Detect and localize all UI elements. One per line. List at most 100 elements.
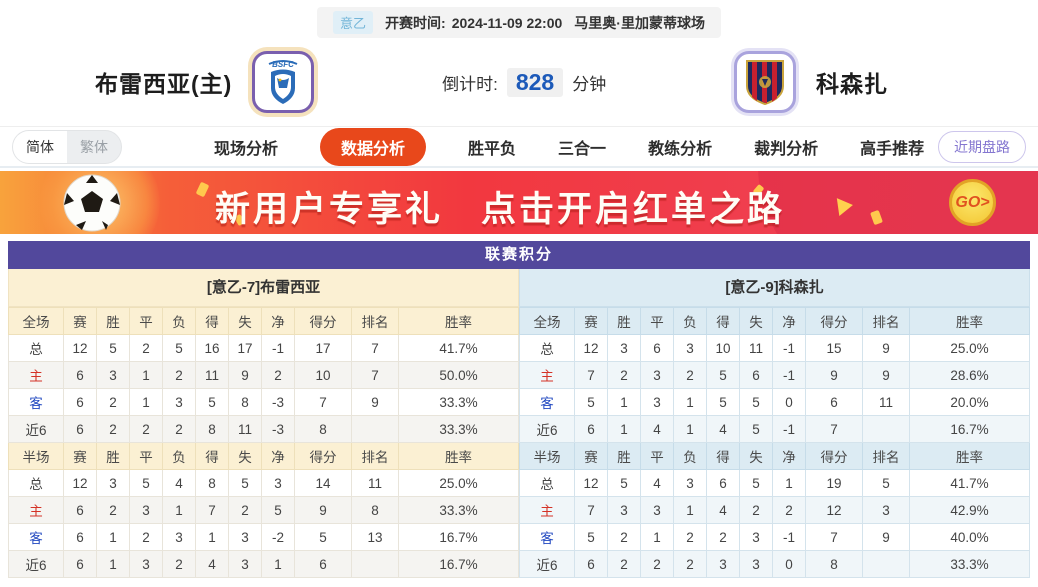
stat-cell: 6 [640, 334, 674, 362]
column-header: 赛 [63, 307, 97, 335]
stat-cell: 5 [129, 469, 163, 497]
stat-cell: 1 [96, 550, 130, 578]
stat-cell: 2 [772, 496, 806, 524]
column-header: 得 [706, 307, 740, 335]
column-header-row: 全场赛胜平负得失净得分 排名 胜率 [519, 307, 1030, 335]
stat-cell: 7 [351, 334, 399, 362]
banner-curve-decoration [758, 171, 1038, 234]
countdown: 倒计时: 828 分钟 [314, 67, 734, 97]
stat-cell: 28.6% [909, 361, 1030, 389]
stat-cell: 9 [351, 388, 399, 416]
stat-cell: 3 [96, 469, 130, 497]
kickoff-time: 2024-11-09 22:00 [451, 14, 563, 31]
stat-cell: 40.0% [909, 523, 1030, 551]
stat-cell: 16 [195, 334, 229, 362]
column-header: 净 [772, 442, 806, 470]
stat-cell: 2 [96, 388, 130, 416]
home-crest-icon: BSFC [268, 60, 298, 104]
stats-row: 客 6 1 2 3 1 3 -2 5 13 16.7% [8, 523, 519, 551]
tab-expert-picks[interactable]: 高手推荐 [860, 140, 925, 158]
stat-cell: 33.3% [398, 388, 519, 416]
stats-row: 近6 6 2 2 2 3 3 0 8 33.3% [519, 550, 1030, 578]
language-toggle: 简体 繁体 [12, 129, 122, 164]
stat-cell: 2 [162, 550, 196, 578]
column-header: 平 [640, 307, 674, 335]
stats-row: 客 6 2 1 3 5 8 -3 7 9 33.3% [8, 388, 519, 416]
stat-cell: 6 [63, 550, 97, 578]
tab-coach-analysis[interactable]: 教练分析 [648, 140, 713, 158]
column-header: 得 [195, 442, 229, 470]
row-label: 近6 [8, 415, 64, 443]
stat-cell: 1 [772, 469, 806, 497]
league-points-section: 联赛积分 [意乙-7]布雷西亚 全场赛胜平负得失净得分 排名 胜率总 12 5 2 5 16 1… [8, 241, 1030, 578]
stat-cell: -3 [261, 388, 295, 416]
stat-cell: 5 [228, 469, 262, 497]
tab-live-analysis[interactable]: 现场分析 [214, 140, 279, 158]
stat-cell: 3 [607, 334, 641, 362]
nav-tabs: 现场分析 数据分析 胜平负 三合一 教练分析 裁判分析 高手推荐 [214, 127, 925, 166]
stat-cell: 5 [162, 334, 196, 362]
recent-trends-button[interactable]: 近期盘路 [938, 130, 1026, 163]
stat-cell: 5 [706, 388, 740, 416]
stat-cell: 25.0% [398, 469, 519, 497]
tab-win-draw-lose[interactable]: 胜平负 [468, 140, 517, 158]
lang-simplified-button[interactable]: 简体 [13, 130, 67, 163]
stat-cell: 1 [673, 388, 707, 416]
column-header: 胜率 [398, 442, 519, 470]
stat-cell: 12 [574, 334, 608, 362]
stat-cell: 9 [805, 361, 863, 389]
column-header: 失 [228, 307, 262, 335]
stat-cell: 0 [772, 550, 806, 578]
stat-cell: 7 [805, 523, 863, 551]
column-header: 得分 [294, 442, 352, 470]
stat-cell: 12 [63, 469, 97, 497]
lang-traditional-button[interactable]: 繁体 [80, 138, 108, 155]
stat-cell: 6 [294, 550, 352, 578]
stat-cell: 10 [294, 361, 352, 389]
stats-row: 主 7 2 3 2 5 6 -1 9 9 28.6% [519, 361, 1030, 389]
stat-cell: 3 [739, 550, 773, 578]
stat-cell: 4 [706, 415, 740, 443]
stat-cell: 6 [63, 388, 97, 416]
tab-data-analysis[interactable]: 数据分析 [320, 127, 427, 166]
stat-cell: 7 [351, 361, 399, 389]
promo-banner[interactable]: 新用户专享礼 点击开启红单之路 GO> [0, 171, 1038, 234]
column-header-row: 半场赛胜平负得失净得分 排名 胜率 [8, 442, 519, 470]
banner-text: 新用户专享礼 点击开启红单之路 [215, 190, 786, 229]
stat-cell: 1 [673, 496, 707, 524]
tab-referee-analysis[interactable]: 裁判分析 [754, 140, 819, 158]
column-header: 半场 [8, 442, 64, 470]
column-header: 全场 [519, 307, 575, 335]
stat-cell: 5 [574, 388, 608, 416]
stat-cell: 5 [261, 496, 295, 524]
stat-cell: 8 [351, 496, 399, 524]
stat-cell: 2 [739, 496, 773, 524]
row-label: 客 [519, 388, 575, 416]
stat-cell: 8 [294, 415, 352, 443]
away-team-logo [734, 51, 796, 113]
stat-cell: 1 [96, 523, 130, 551]
stat-cell: 7 [805, 415, 863, 443]
tab-three-in-one[interactable]: 三合一 [558, 140, 607, 158]
go-button[interactable]: GO> [949, 179, 996, 226]
stat-cell: 3 [640, 361, 674, 389]
stat-cell: 2 [129, 523, 163, 551]
stat-cell: 7 [574, 361, 608, 389]
column-header: 赛 [574, 307, 608, 335]
stat-cell: 6 [63, 496, 97, 524]
stat-cell: 33.3% [398, 415, 519, 443]
stat-cell: 13 [351, 523, 399, 551]
stat-cell: 11 [351, 469, 399, 497]
away-stats-table: 全场赛胜平负得失净得分 排名 胜率总 12 3 6 3 10 11 -1 15 9 25.0% 主 7 2 3 2… [519, 307, 1030, 578]
column-header: 得分 [805, 442, 863, 470]
stat-cell: 12 [63, 334, 97, 362]
stat-cell: 2 [673, 550, 707, 578]
stat-cell: 3 [228, 550, 262, 578]
stats-row: 客 5 2 1 2 2 3 -1 7 9 40.0% [519, 523, 1030, 551]
row-label: 总 [8, 334, 64, 362]
stat-cell: 7 [294, 388, 352, 416]
column-header: 胜率 [398, 307, 519, 335]
stat-cell: 16.7% [909, 415, 1030, 443]
stat-cell: 1 [607, 415, 641, 443]
stat-cell: 8 [805, 550, 863, 578]
